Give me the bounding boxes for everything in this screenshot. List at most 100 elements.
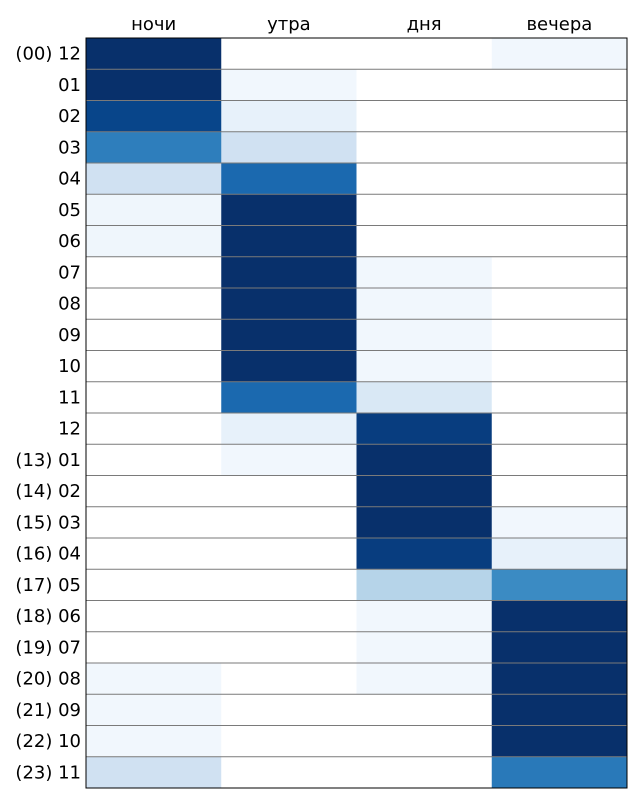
- heatmap-cell-r3-c0: [86, 131, 222, 164]
- heatmap-cell-r22-c3: [491, 725, 628, 758]
- row-label: (21) 09: [15, 700, 81, 721]
- row-label: (14) 02: [15, 481, 81, 502]
- heatmap-cell-r19-c0: [86, 631, 222, 664]
- heatmap-cell-r18-c0: [86, 600, 222, 633]
- row-label: 05: [58, 200, 81, 221]
- heatmap-cell-r22-c0: [86, 725, 222, 758]
- heatmap-cell-r20-c0: [86, 663, 222, 695]
- heatmap-cell-r1-c0: [86, 69, 222, 101]
- column-label: дня: [407, 14, 442, 35]
- plot-frame: [85, 37, 628, 789]
- heatmap-cell-r15-c2: [356, 506, 493, 539]
- heatmap-cell-r5-c0: [86, 194, 222, 226]
- row-label: 04: [58, 169, 81, 190]
- row-label: (15) 03: [15, 512, 81, 533]
- heatmap-cell-r2-c0: [86, 100, 222, 133]
- row-label: 01: [58, 75, 81, 96]
- heatmap-cell-r15-c0: [86, 506, 222, 539]
- heatmap-cell-r3-c1: [221, 131, 357, 164]
- heatmap-cell-r13-c0: [86, 444, 222, 476]
- row-grid-lines: [86, 68, 627, 758]
- heatmap-cell-r3-c2: [356, 131, 493, 164]
- row-label: 08: [58, 294, 81, 315]
- heatmap-cell-r19-c1: [221, 631, 357, 664]
- heatmap-cell-r4-c0: [86, 163, 222, 195]
- row-label: (17) 05: [15, 575, 81, 596]
- heatmap-cell-r7-c0: [86, 256, 222, 289]
- row-label: 09: [58, 325, 81, 346]
- row-label: (19) 07: [15, 637, 81, 658]
- heatmap-cell-r11-c0: [86, 381, 222, 414]
- heatmap-cell-r0-c1: [221, 38, 357, 70]
- heatmap-cell-r11-c1: [221, 381, 357, 414]
- heatmap-cell-r10-c2: [356, 350, 493, 383]
- heatmap-cell-r9-c0: [86, 319, 222, 351]
- row-label: 03: [58, 137, 81, 158]
- heatmap-cell-r7-c1: [221, 256, 357, 289]
- row-label: (18) 06: [15, 606, 81, 627]
- heatmap-cell-r0-c0: [86, 38, 222, 70]
- heatmap-cell-r14-c2: [356, 475, 493, 508]
- row-label: 12: [58, 419, 81, 440]
- heatmap-cell-r17-c0: [86, 569, 222, 601]
- heatmap-cell-r7-c3: [491, 256, 628, 289]
- heatmap-cell-r12-c3: [491, 413, 628, 445]
- heatmap-cell-r0-c2: [356, 38, 493, 70]
- heatmap-cell-r8-c0: [86, 288, 222, 320]
- heatmap-cell-r21-c3: [491, 694, 628, 726]
- heatmap-cell-r22-c1: [221, 725, 357, 758]
- heatmap-cell-r14-c1: [221, 475, 357, 508]
- heatmap-cell-r5-c1: [221, 194, 357, 226]
- heatmap-cell-r15-c3: [491, 506, 628, 539]
- row-label: (16) 04: [15, 544, 81, 565]
- heatmap-cell-r6-c3: [491, 225, 628, 258]
- row-label: (00) 12: [15, 44, 81, 65]
- heatmap-cell-r4-c1: [221, 163, 357, 195]
- heatmap-cell-r16-c2: [356, 538, 493, 570]
- heatmap-cell-r19-c3: [491, 631, 628, 664]
- heatmap-cell-r11-c2: [356, 381, 493, 414]
- heatmap-cell-r2-c2: [356, 100, 493, 133]
- heatmap-cell-r10-c1: [221, 350, 357, 383]
- heatmap-cell-r1-c2: [356, 69, 493, 101]
- heatmap-cell-r23-c1: [221, 756, 357, 789]
- heatmap-cell-r16-c1: [221, 538, 357, 570]
- heatmap-cells: [86, 38, 628, 789]
- heatmap-cell-r16-c0: [86, 538, 222, 570]
- heatmap-cell-r10-c0: [86, 350, 222, 383]
- heatmap-cell-r21-c0: [86, 694, 222, 726]
- heatmap-cell-r21-c1: [221, 694, 357, 726]
- heatmap-cell-r8-c2: [356, 288, 493, 320]
- row-label: (22) 10: [15, 731, 81, 752]
- heatmap-cell-r18-c3: [491, 600, 628, 633]
- heatmap-cell-r11-c3: [491, 381, 628, 414]
- heatmap-cell-r0-c3: [491, 38, 628, 70]
- heatmap-cell-r13-c2: [356, 444, 493, 476]
- heatmap-cell-r12-c2: [356, 413, 493, 445]
- row-label: (23) 11: [15, 762, 81, 783]
- heatmap-cell-r10-c3: [491, 350, 628, 383]
- heatmap-cell-r14-c3: [491, 475, 628, 508]
- heatmap-cell-r2-c1: [221, 100, 357, 133]
- heatmap-cell-r23-c2: [356, 756, 493, 789]
- heatmap-cell-r23-c3: [491, 756, 628, 789]
- heatmap-cell-r4-c3: [491, 163, 628, 195]
- heatmap-cell-r19-c2: [356, 631, 493, 664]
- row-labels: (00) 12 01 02 03 04 05 06 07 08 09 10 11 12 (13) 01 (1…: [15, 44, 81, 784]
- heatmap-cell-r20-c2: [356, 663, 493, 695]
- heatmap-cell-r9-c1: [221, 319, 357, 351]
- row-label: 07: [58, 262, 81, 283]
- heatmap-cell-r13-c3: [491, 444, 628, 476]
- column-label: вечера: [526, 14, 592, 35]
- heatmap-cell-r9-c2: [356, 319, 493, 351]
- heatmap-cell-r16-c3: [491, 538, 628, 570]
- column-labels: ночи утра дня вечера: [131, 14, 592, 35]
- heatmap-cell-r21-c2: [356, 694, 493, 726]
- heatmap-cell-r18-c2: [356, 600, 493, 633]
- heatmap-cell-r6-c2: [356, 225, 493, 258]
- row-label: (13) 01: [15, 450, 81, 471]
- heatmap-cell-r8-c3: [491, 288, 628, 320]
- row-label: (20) 08: [15, 669, 81, 690]
- heatmap-cell-r23-c0: [86, 756, 222, 789]
